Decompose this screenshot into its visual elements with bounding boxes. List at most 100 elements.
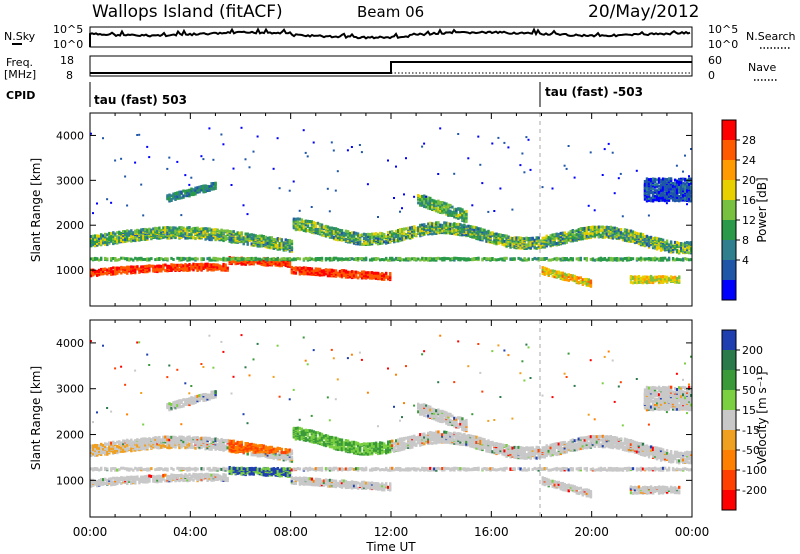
power-cell: [493, 210, 496, 212]
power-cell: [483, 233, 486, 237]
power-cell: [461, 215, 464, 218]
power-cell: [421, 223, 424, 227]
power-cell: [304, 151, 307, 154]
power-cell: [535, 257, 538, 261]
power-cell: [132, 265, 135, 269]
power-cell: [647, 182, 651, 186]
power-cell: [258, 260, 261, 264]
power-cell: [383, 277, 386, 281]
velocity-cell: [114, 447, 117, 450]
power-cell: [553, 269, 556, 273]
power-cell: [140, 183, 143, 186]
power-cell: [260, 258, 263, 262]
power-cell: [575, 257, 578, 261]
power-cell: [675, 241, 679, 244]
power-cell: [627, 256, 631, 260]
velocity-cell: [102, 443, 105, 447]
power-cell: [505, 256, 508, 260]
power-cell: [268, 241, 271, 245]
power-cell: [98, 272, 101, 276]
power-cell: [172, 235, 175, 239]
velocity-cell: [94, 447, 97, 451]
power-cell: [296, 224, 300, 228]
power-cell: [204, 227, 207, 231]
power-cell: [678, 177, 681, 181]
power-cell: [302, 266, 306, 270]
power-cell: [120, 231, 123, 235]
power-cell: [320, 230, 324, 233]
power-cell: [270, 261, 273, 265]
velocity-cell: [164, 435, 167, 439]
power-cell: [561, 233, 564, 237]
power-cell: [332, 256, 336, 260]
power-cell: [342, 269, 346, 273]
power-cell: [541, 186, 544, 189]
velocity-cell: [138, 481, 141, 485]
velocity-cell: [148, 467, 151, 471]
power-cell: [346, 270, 350, 274]
power-cell: [680, 186, 683, 190]
power-cell: [627, 236, 631, 240]
power-cell: [276, 246, 279, 250]
power-cell: [415, 257, 418, 261]
power-cell: [360, 242, 364, 246]
power-cell: [268, 236, 271, 240]
velocity-cell: [92, 481, 95, 485]
power-cell: [162, 263, 165, 267]
velocity-cell: [118, 477, 121, 480]
power-cell: [511, 243, 514, 247]
power-cell: [292, 270, 296, 274]
power-cell: [403, 237, 406, 241]
power-cell: [391, 238, 394, 242]
velocity-cell: [142, 478, 145, 482]
power-cell: [641, 275, 645, 279]
power-cell: [96, 202, 98, 205]
velocity-cell: [144, 447, 147, 451]
power-cell: [547, 258, 550, 262]
power-cell: [651, 199, 655, 203]
power-cell: [437, 221, 440, 225]
power-cell: [182, 230, 185, 234]
power-cell: [441, 201, 444, 204]
power-cell: [160, 269, 163, 273]
power-cell: [543, 271, 546, 275]
velocity-cell: [132, 468, 135, 472]
power-cell: [140, 269, 143, 273]
power-cell: [304, 256, 308, 260]
power-cell: [124, 257, 127, 261]
power-cell: [202, 267, 205, 270]
power-cell: [669, 177, 673, 181]
power-cell: [134, 270, 137, 274]
power-cell: [607, 232, 611, 236]
power-cell: [334, 227, 338, 231]
power-cell: [104, 267, 107, 271]
velocity-cell: [138, 341, 141, 344]
power-cell: [493, 258, 496, 262]
power-cell: [690, 181, 693, 185]
power-cell: [603, 229, 607, 233]
power-cell: [429, 199, 432, 203]
power-cell: [665, 181, 669, 185]
power-cell: [473, 228, 476, 232]
power-cell: [391, 230, 394, 234]
power-cell: [170, 231, 173, 234]
power-cell: [144, 264, 147, 268]
power-cell: [334, 234, 338, 238]
power-cell: [206, 189, 209, 192]
power-cell: [645, 197, 649, 201]
power-cell: [405, 227, 408, 231]
power-cell: [170, 266, 173, 270]
power-cell: [312, 221, 316, 225]
power-cell: [294, 228, 298, 232]
power-cell: [429, 196, 432, 200]
power-cell: [661, 246, 665, 250]
power-cell: [657, 184, 661, 188]
power-cell: [372, 276, 376, 280]
power-cell: [663, 185, 667, 189]
power-cell: [262, 256, 265, 260]
power-cell: [579, 227, 582, 231]
power-cell: [344, 257, 348, 261]
power-cell: [529, 242, 532, 246]
power-cell: [362, 272, 366, 276]
power-cell: [210, 182, 213, 186]
